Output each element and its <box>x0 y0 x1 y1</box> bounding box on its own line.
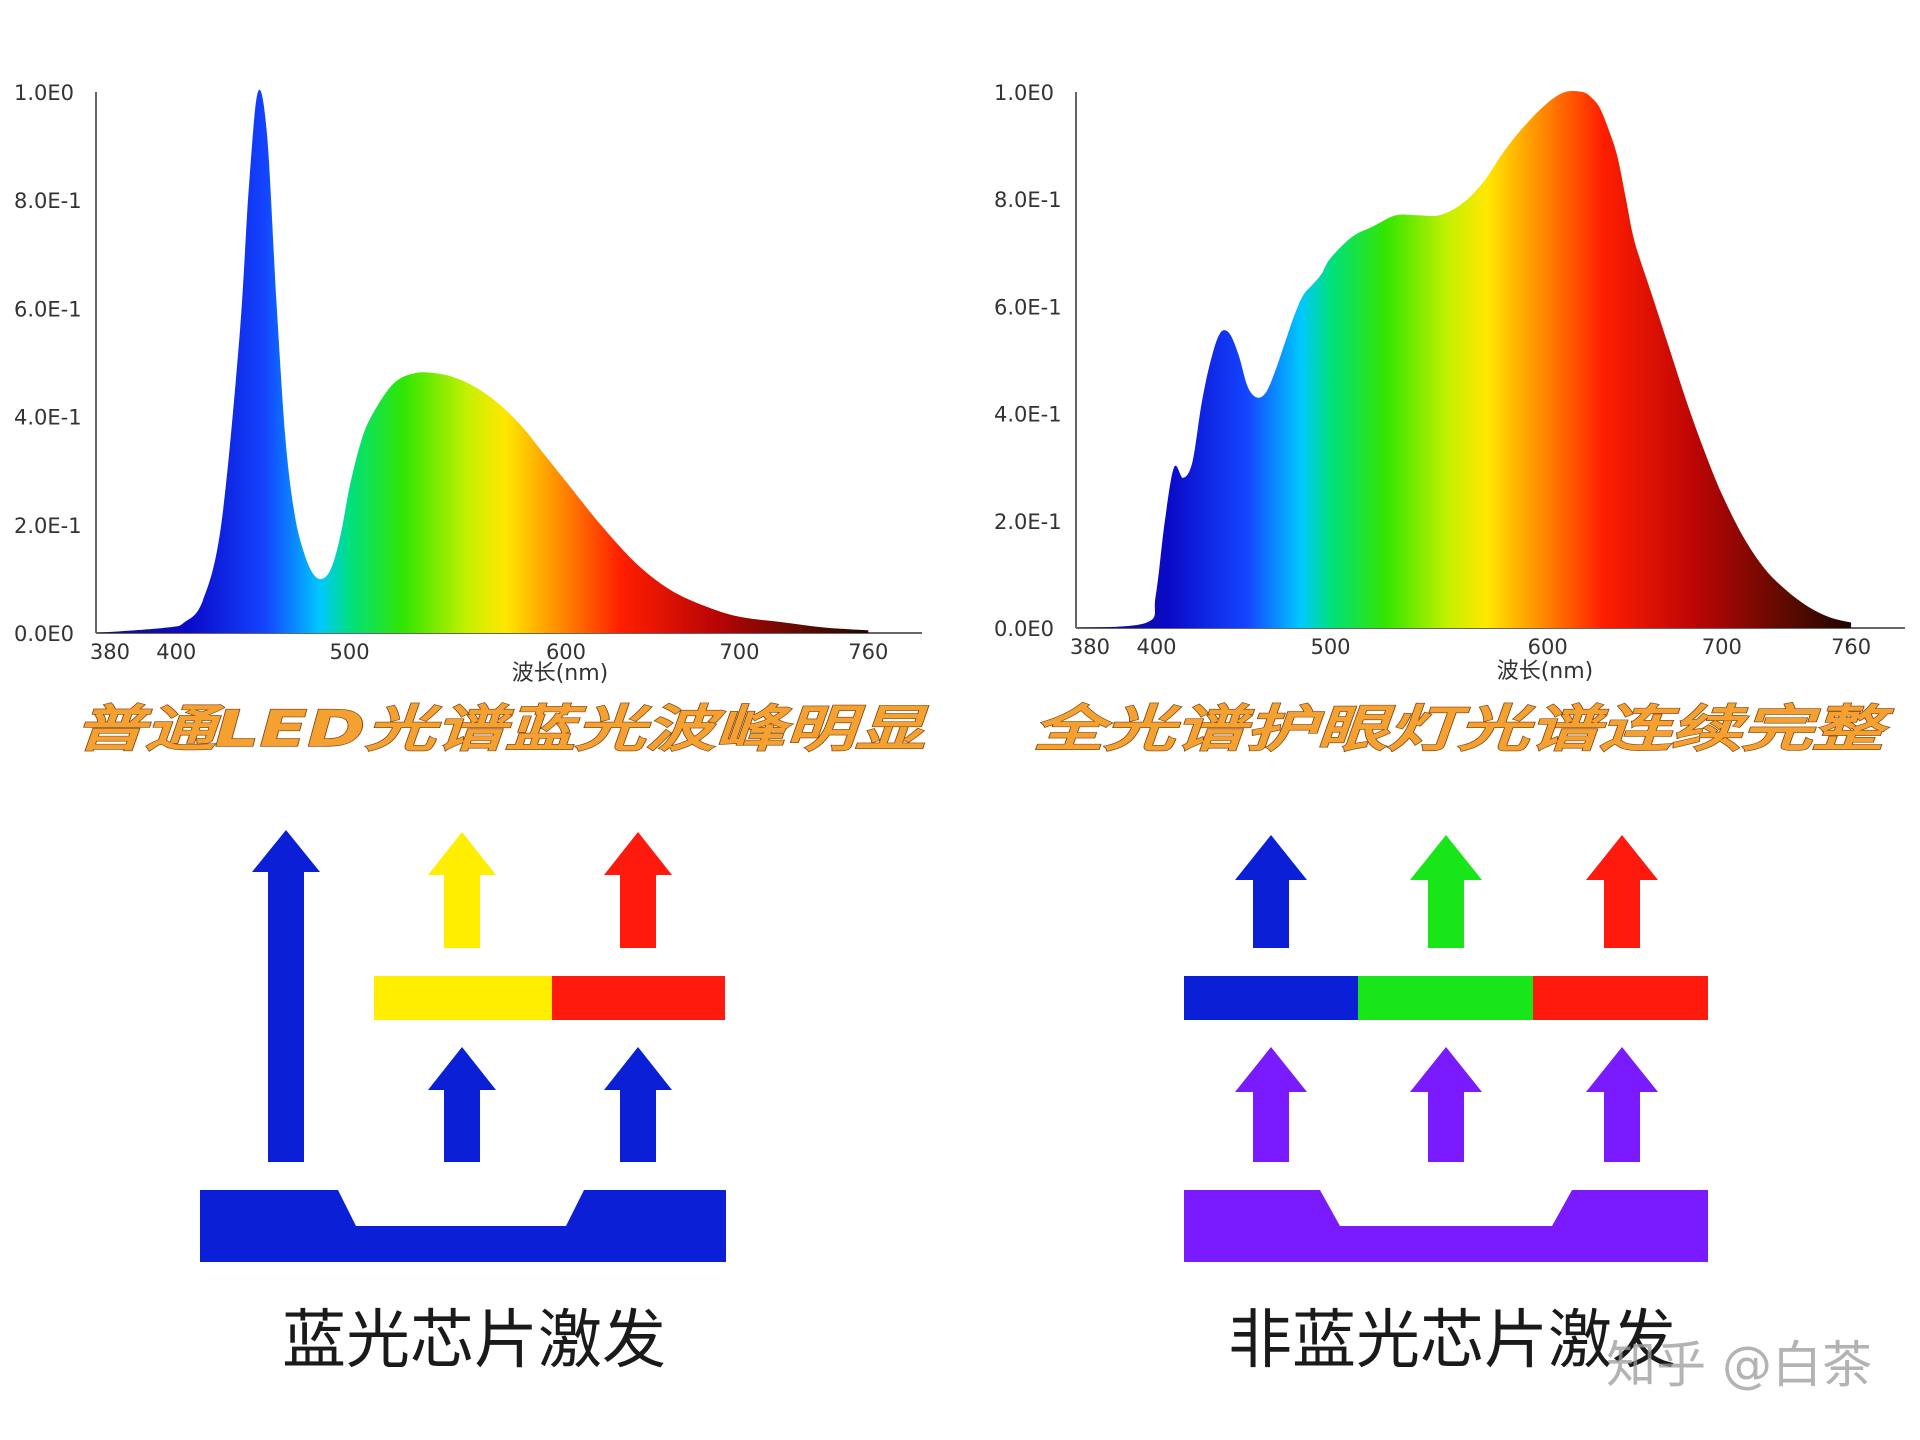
y-tick-label: 1.0E0 <box>994 81 1054 105</box>
y-tick-label: 2.0E-1 <box>14 514 82 538</box>
yellow-phosphor-layer <box>374 976 552 1020</box>
red-phosphor-layer-left <box>552 976 725 1020</box>
x-tick-label: 700 <box>1702 635 1742 659</box>
y-tick-label: 0.0E0 <box>14 622 74 646</box>
right-spectrum-chart: 0.0E0 2.0E-1 4.0E-1 6.0E-1 8.0E-1 1.0E0 380 40… <box>994 81 1905 759</box>
violet-arrow-middle <box>1410 1047 1482 1162</box>
x-tick-label: 600 <box>1528 635 1568 659</box>
x-tick-label: 380 <box>1070 635 1110 659</box>
y-tick-label: 6.0E-1 <box>14 297 82 321</box>
right-chart-title: 全光谱护眼灯光谱连续完整 <box>1033 700 1894 758</box>
left-x-tick-labels: 380 400 500 600 700 760 <box>90 640 888 664</box>
left-x-axis-label: 波长(nm) <box>512 661 609 686</box>
blue-chip <box>200 1190 726 1262</box>
green-output-arrow <box>1410 835 1482 948</box>
y-tick-label: 2.0E-1 <box>994 510 1062 534</box>
x-tick-label: 760 <box>1831 635 1871 659</box>
x-tick-label: 400 <box>1136 635 1176 659</box>
blue-output-arrow <box>1235 835 1307 948</box>
right-y-tick-labels: 0.0E0 2.0E-1 4.0E-1 6.0E-1 8.0E-1 1.0E0 <box>994 81 1062 641</box>
x-tick-label: 500 <box>330 640 370 664</box>
left-diagram-caption: 蓝光芯片激发 <box>282 1304 666 1378</box>
red-output-arrow <box>1586 835 1658 948</box>
right-x-axis-label: 波长(nm) <box>1497 659 1594 684</box>
green-phosphor-layer <box>1358 976 1533 1020</box>
right-spectrum-area <box>1076 90 1852 629</box>
long-blue-arrow <box>252 830 320 1162</box>
x-tick-label: 500 <box>1310 635 1350 659</box>
blue-arrow-middle <box>428 1047 496 1162</box>
violet-arrow-right <box>1586 1047 1658 1162</box>
y-tick-label: 4.0E-1 <box>994 403 1062 427</box>
violet-arrow-left <box>1235 1047 1307 1162</box>
right-excitation-diagram: 非蓝光芯片激发 <box>1184 835 1708 1378</box>
left-spectrum-area <box>96 89 869 634</box>
y-tick-label: 4.0E-1 <box>14 406 82 430</box>
blue-arrow-right <box>604 1047 672 1162</box>
yellow-arrow <box>428 832 496 948</box>
left-y-tick-labels: 0.0E0 2.0E-1 4.0E-1 6.0E-1 8.0E-1 1.0E0 <box>14 81 82 646</box>
watermark: 知乎 @白茶 <box>1606 1336 1872 1394</box>
x-tick-label: 760 <box>848 640 888 664</box>
x-tick-label: 700 <box>719 640 759 664</box>
x-tick-label: 380 <box>90 640 130 664</box>
x-tick-label: 600 <box>546 640 586 664</box>
left-excitation-diagram: 蓝光芯片激发 <box>200 830 726 1378</box>
y-tick-label: 1.0E0 <box>14 81 74 105</box>
y-tick-label: 0.0E0 <box>994 617 1054 641</box>
right-diagram-caption: 非蓝光芯片激发 <box>1228 1304 1676 1378</box>
y-tick-label: 8.0E-1 <box>994 188 1062 212</box>
x-tick-label: 400 <box>156 640 196 664</box>
left-spectrum-chart: 0.0E0 2.0E-1 4.0E-1 6.0E-1 8.0E-1 1.0E0 380 40… <box>14 81 930 759</box>
right-x-tick-labels: 380 400 500 600 700 760 <box>1070 635 1871 659</box>
y-tick-label: 6.0E-1 <box>994 295 1062 319</box>
y-tick-label: 8.0E-1 <box>14 189 82 213</box>
left-chart-title: 普通LED光谱蓝光波峰明显 <box>75 700 929 758</box>
red-arrow-left <box>604 832 672 948</box>
red-phosphor-layer-right <box>1533 976 1708 1020</box>
blue-phosphor-layer <box>1184 976 1358 1020</box>
violet-chip <box>1184 1190 1708 1262</box>
